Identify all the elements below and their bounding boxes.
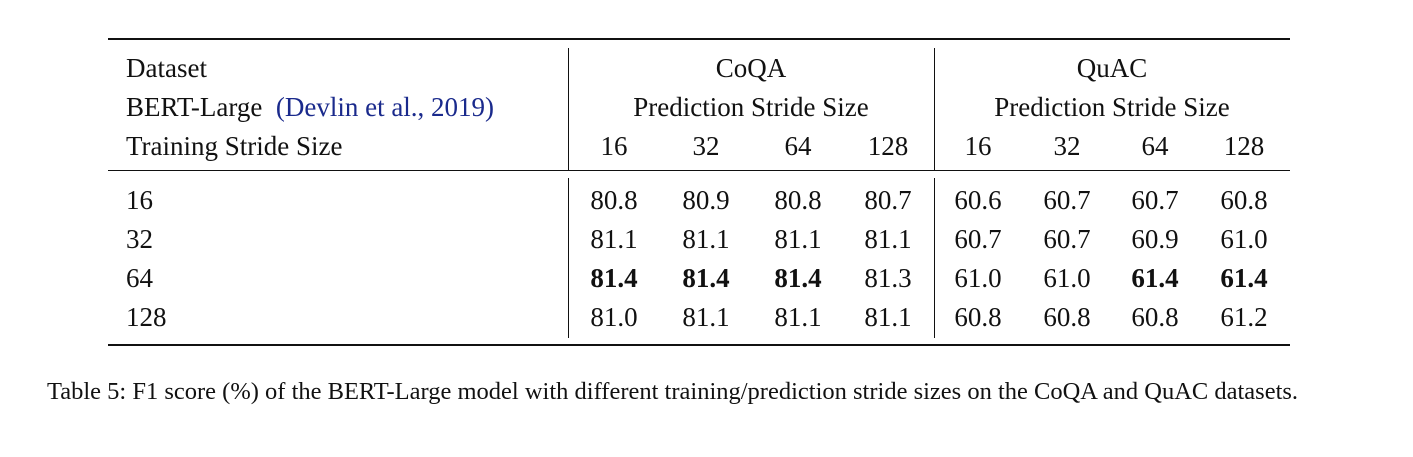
coqa-score-cell: 80.9 <box>682 185 730 215</box>
header-coqa-stride: 128 <box>867 131 909 161</box>
quac-score-cell: 61.0 <box>1043 263 1091 293</box>
header-quac-stride: 16 <box>964 131 992 161</box>
header-dataset-label: Dataset <box>126 53 207 83</box>
quac-score-cell: 61.4 <box>1131 263 1179 293</box>
quac-score-cell: 60.9 <box>1131 224 1179 254</box>
coqa-score-cell: 81.4 <box>682 263 730 293</box>
quac-score-cell: 61.2 <box>1220 302 1268 332</box>
quac-score-cell: 60.8 <box>954 302 1002 332</box>
coqa-score-cell: 80.8 <box>774 185 822 215</box>
quac-score-cell: 61.4 <box>1220 263 1268 293</box>
coqa-score-cell: 81.1 <box>682 224 730 254</box>
quac-score-cell: 61.0 <box>954 263 1002 293</box>
table-bottom-rule <box>108 344 1290 346</box>
coqa-score-cell: 81.1 <box>774 224 822 254</box>
coqa-score-cell: 81.1 <box>864 224 912 254</box>
header-coqa-stride: 64 <box>784 131 812 161</box>
table-top-rule <box>108 38 1290 40</box>
header-quac-stride: 32 <box>1053 131 1081 161</box>
coqa-score-cell: 81.4 <box>774 263 822 293</box>
header-model-cell: BERT-Large (Devlin et al., 2019) <box>126 91 494 123</box>
coqa-score-cell: 81.1 <box>682 302 730 332</box>
quac-score-cell: 60.6 <box>954 185 1002 215</box>
coqa-score-cell: 80.7 <box>864 185 912 215</box>
table-caption: Table 5: F1 score (%) of the BERT-Large … <box>47 378 1299 405</box>
coqa-score-cell: 81.3 <box>864 263 912 293</box>
header-coqa-stride: 32 <box>692 131 720 161</box>
coqa-score-cell: 81.4 <box>590 263 638 293</box>
quac-score-cell: 61.0 <box>1220 224 1268 254</box>
table-header-rule <box>108 170 1290 171</box>
coqa-score-cell: 80.8 <box>590 185 638 215</box>
coqa-score-cell: 81.0 <box>590 302 638 332</box>
header-separator-quac <box>934 48 935 170</box>
header-quac-stride: 64 <box>1141 131 1169 161</box>
body-separator-quac <box>934 178 935 338</box>
header-coqa-stride: 16 <box>600 131 628 161</box>
quac-score-cell: 60.7 <box>1131 185 1179 215</box>
quac-score-cell: 60.7 <box>1043 185 1091 215</box>
coqa-score-cell: 81.1 <box>774 302 822 332</box>
body-separator-coqa <box>568 178 569 338</box>
row-training-stride: 128 <box>126 302 167 332</box>
row-training-stride: 64 <box>126 263 153 293</box>
coqa-score-cell: 81.1 <box>590 224 638 254</box>
quac-score-cell: 60.8 <box>1131 302 1179 332</box>
row-training-stride: 32 <box>126 224 153 254</box>
header-separator-coqa <box>568 48 569 170</box>
row-training-stride: 16 <box>126 185 153 215</box>
header-prediction-stride-coqa: Prediction Stride Size <box>633 92 869 122</box>
header-model-label: BERT-Large <box>126 92 263 122</box>
quac-score-cell: 60.8 <box>1220 185 1268 215</box>
model-citation-link[interactable]: (Devlin et al., 2019) <box>275 92 495 122</box>
quac-score-cell: 60.8 <box>1043 302 1091 332</box>
header-group-coqa: CoQA <box>715 53 787 83</box>
quac-score-cell: 60.7 <box>954 224 1002 254</box>
header-quac-stride: 128 <box>1223 131 1265 161</box>
header-group-quac: QuAC <box>1076 53 1148 83</box>
header-training-stride-label: Training Stride Size <box>126 131 343 161</box>
header-prediction-stride-quac: Prediction Stride Size <box>994 92 1230 122</box>
coqa-score-cell: 81.1 <box>864 302 912 332</box>
quac-score-cell: 60.7 <box>1043 224 1091 254</box>
